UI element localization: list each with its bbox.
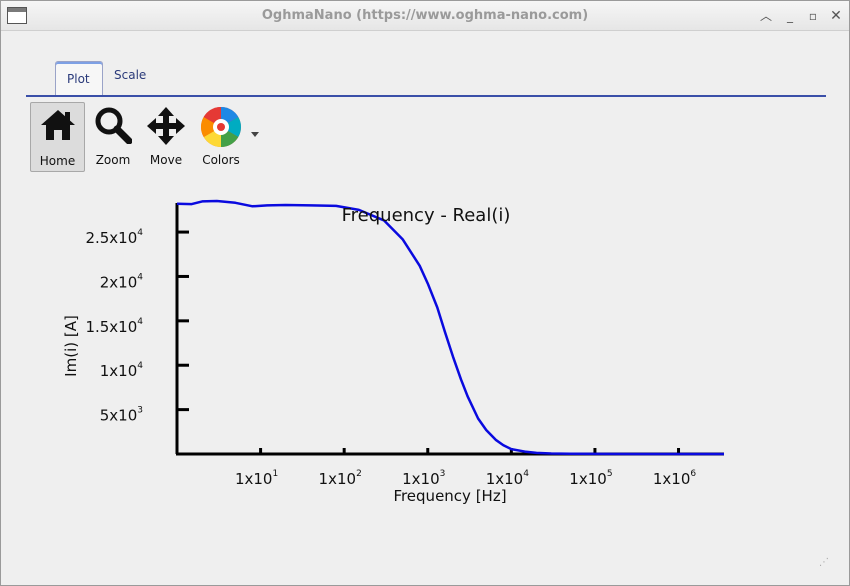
x-tick-label: 1x101 — [235, 469, 278, 488]
y-tick-label: 2x104 — [100, 272, 144, 291]
zoom-label: Zoom — [95, 153, 131, 167]
zoom-icon — [95, 107, 132, 144]
home-button[interactable]: Home — [30, 102, 85, 172]
tab-divider — [26, 95, 826, 97]
color-wheel-icon — [201, 107, 241, 147]
y-tick-label: 1.5x104 — [85, 317, 143, 336]
app-window-icon — [7, 7, 27, 24]
move-icon — [147, 107, 185, 145]
x-tick-label: 1x104 — [486, 469, 530, 488]
axes: 1x101 1x102 1x103 1x104 1x105 1x106 5x103 1x104… — [85, 203, 724, 488]
home-icon — [40, 110, 75, 140]
chevron-up-icon[interactable]: ︿ — [759, 9, 772, 23]
x-tick-label: 1x105 — [569, 469, 612, 488]
y-tick-label: 2.5x104 — [85, 228, 143, 247]
chart-title: Frequency - Real(i) — [342, 205, 511, 226]
tab-scale[interactable]: Scale — [114, 68, 147, 82]
home-label: Home — [39, 154, 76, 168]
y-tick-label: 1x104 — [100, 361, 144, 380]
tab-plot[interactable]: Plot — [55, 61, 103, 95]
move-button[interactable]: Move — [140, 102, 192, 172]
x-axis-label: Frequency [Hz] — [393, 487, 506, 505]
series-line — [176, 199, 724, 456]
frequency-chart: 1x101 1x102 1x103 1x104 1x105 1x106 5x103 1x104… — [62, 199, 724, 505]
y-axis-label: Im(i) [A] — [62, 315, 80, 377]
colors-button[interactable]: Colors — [192, 102, 250, 172]
move-label: Move — [149, 153, 183, 167]
window-title: OghmaNano (https://www.oghma-nano.com) — [261, 8, 589, 23]
colors-label: Colors — [202, 153, 240, 167]
zoom-button[interactable]: Zoom — [86, 102, 140, 172]
resize-grip-icon[interactable]: ⋰ — [819, 557, 829, 568]
maximize-button[interactable]: ▫ — [808, 9, 818, 23]
x-tick-label: 1x102 — [319, 469, 362, 488]
x-tick-label: 1x103 — [402, 469, 445, 488]
title-bar[interactable]: OghmaNano (https://www.oghma-nano.com) ︿… — [1, 1, 849, 31]
x-tick-label: 1x106 — [653, 469, 697, 488]
colors-dropdown-arrow-icon[interactable] — [251, 132, 259, 137]
plot-area[interactable]: 1x101 1x102 1x103 1x104 1x105 1x106 5x103 1x104… — [1, 191, 850, 521]
close-button[interactable]: ✕ — [830, 8, 842, 24]
y-tick-label: 5x103 — [100, 406, 143, 425]
minimize-button[interactable]: _ — [787, 9, 793, 23]
series-group — [176, 199, 724, 456]
